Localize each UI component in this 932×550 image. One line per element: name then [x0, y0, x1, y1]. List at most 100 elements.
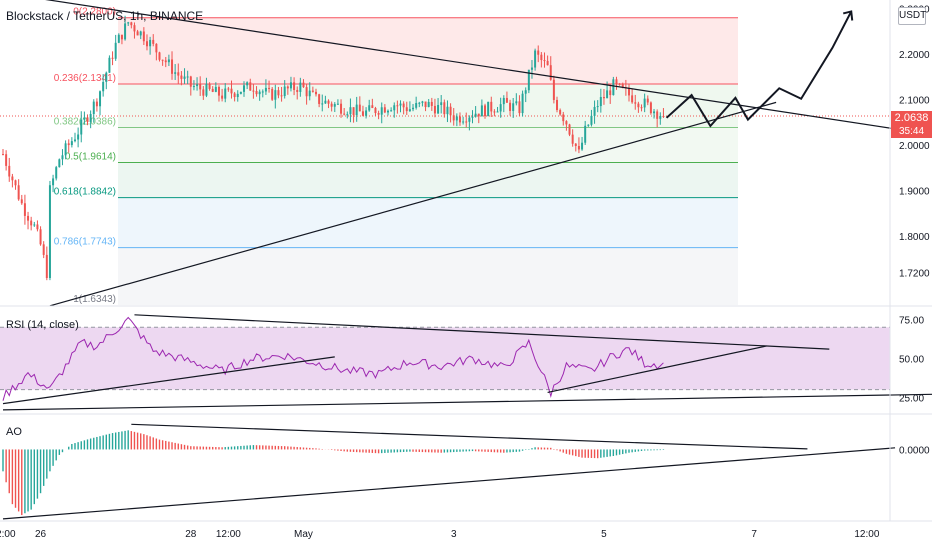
candle-body: [23, 203, 26, 216]
candle-body: [70, 141, 73, 146]
candle-body: [86, 117, 89, 122]
candle-body: [89, 114, 92, 122]
candle-body: [443, 102, 446, 115]
ao-trendline[interactable]: [2, 447, 896, 520]
candle-body: [80, 119, 83, 135]
candle-body: [412, 107, 415, 110]
candle-body: [230, 88, 233, 94]
rsi-label[interactable]: RSI (14, close): [6, 319, 79, 331]
candle-body: [2, 154, 4, 156]
candle-body: [299, 82, 302, 92]
rsi-trendline[interactable]: [2, 356, 335, 405]
candle-body: [142, 31, 145, 42]
candle-body: [346, 114, 349, 116]
candle-body: [161, 59, 164, 61]
candle-body: [227, 88, 230, 90]
candle-body: [120, 34, 123, 40]
candle-body: [30, 220, 33, 226]
candle-body: [149, 39, 152, 47]
symbol-title[interactable]: Blockstack / TetherUS, 1h, BINANCE: [6, 9, 204, 23]
candle-body: [246, 82, 249, 86]
candle-body: [358, 104, 361, 112]
candle-body: [568, 124, 571, 135]
rsi-trendline[interactable]: [547, 345, 767, 394]
trendline[interactable]: [49, 101, 777, 307]
candle-body: [139, 31, 142, 36]
fib-label: 0.5(1.9614): [65, 152, 116, 163]
candle-body: [315, 91, 317, 95]
candle-body: [581, 142, 584, 150]
candle-body: [590, 115, 593, 125]
candle-body: [283, 86, 286, 97]
candle-body: [499, 104, 502, 112]
candle-body: [534, 50, 537, 68]
candle-body: [490, 101, 493, 112]
candle-body: [493, 111, 496, 113]
time-tick-label: 3: [451, 529, 457, 540]
fib-label: 0.236(2.1341): [54, 73, 116, 84]
candle-body: [211, 88, 214, 92]
candle-body: [393, 105, 396, 111]
candle-body: [349, 107, 352, 115]
candle-body: [333, 104, 336, 107]
ao-pane[interactable]: [2, 423, 896, 520]
candle-body: [628, 88, 630, 96]
candle-body: [271, 88, 274, 100]
candle-body: [433, 105, 436, 114]
price-pane[interactable]: 0(2.2800)0.236(2.1341)0.382(2.0386)0.5(1…: [0, 0, 932, 307]
candle-body: [327, 100, 330, 104]
ao-label[interactable]: AO: [6, 426, 22, 438]
candle-body: [571, 134, 574, 144]
candle-body: [192, 86, 195, 88]
candle-body: [58, 159, 61, 168]
rsi-trendline[interactable]: [2, 391, 932, 411]
candle-body: [186, 76, 189, 78]
candle-body: [543, 60, 546, 62]
candle-body: [233, 93, 236, 98]
candle-body: [45, 254, 48, 279]
candle-body: [524, 90, 527, 94]
candle-body: [33, 224, 36, 226]
candle-body: [352, 107, 355, 115]
rsi-pane[interactable]: [0, 314, 932, 411]
candle-body: [55, 167, 58, 179]
candle-body: [637, 103, 640, 108]
rsi-line: [2, 316, 664, 401]
candle-body: [305, 87, 308, 97]
candle-body: [640, 107, 643, 109]
candle-body: [380, 107, 383, 115]
candle-body: [496, 111, 499, 113]
candle-body: [471, 116, 474, 118]
candle-body: [252, 90, 255, 92]
candle-body: [48, 185, 51, 279]
rsi-trendline[interactable]: [134, 314, 830, 350]
time-tick-label: May: [294, 529, 313, 540]
ao-trendline[interactable]: [131, 423, 808, 450]
candle-body: [446, 106, 449, 115]
candle-body: [631, 95, 634, 103]
last-price-tag: 2.0638: [891, 111, 932, 125]
price-tick-label: 1.8000: [899, 232, 930, 243]
candle-body: [340, 103, 343, 114]
projection-path: [665, 10, 853, 128]
candle-body: [174, 72, 177, 74]
candle-body: [596, 106, 599, 108]
candle-body: [612, 79, 615, 96]
candle-body: [449, 106, 452, 116]
candle-body: [386, 110, 389, 113]
candle-body: [399, 103, 402, 106]
candle-body: [243, 85, 246, 92]
candle-body: [552, 79, 555, 100]
candle-body: [155, 43, 158, 53]
currency-button[interactable]: USDT: [898, 7, 926, 25]
candle-body: [646, 98, 649, 103]
trendline[interactable]: [0, 0, 932, 155]
candle-body: [606, 90, 609, 99]
candle-body: [427, 101, 430, 108]
ao-tick-label: 0.0000: [899, 445, 930, 456]
candle-body: [343, 113, 346, 115]
time-tick-label: 7: [751, 529, 757, 540]
candle-body: [374, 107, 377, 114]
candle-body: [67, 143, 70, 146]
